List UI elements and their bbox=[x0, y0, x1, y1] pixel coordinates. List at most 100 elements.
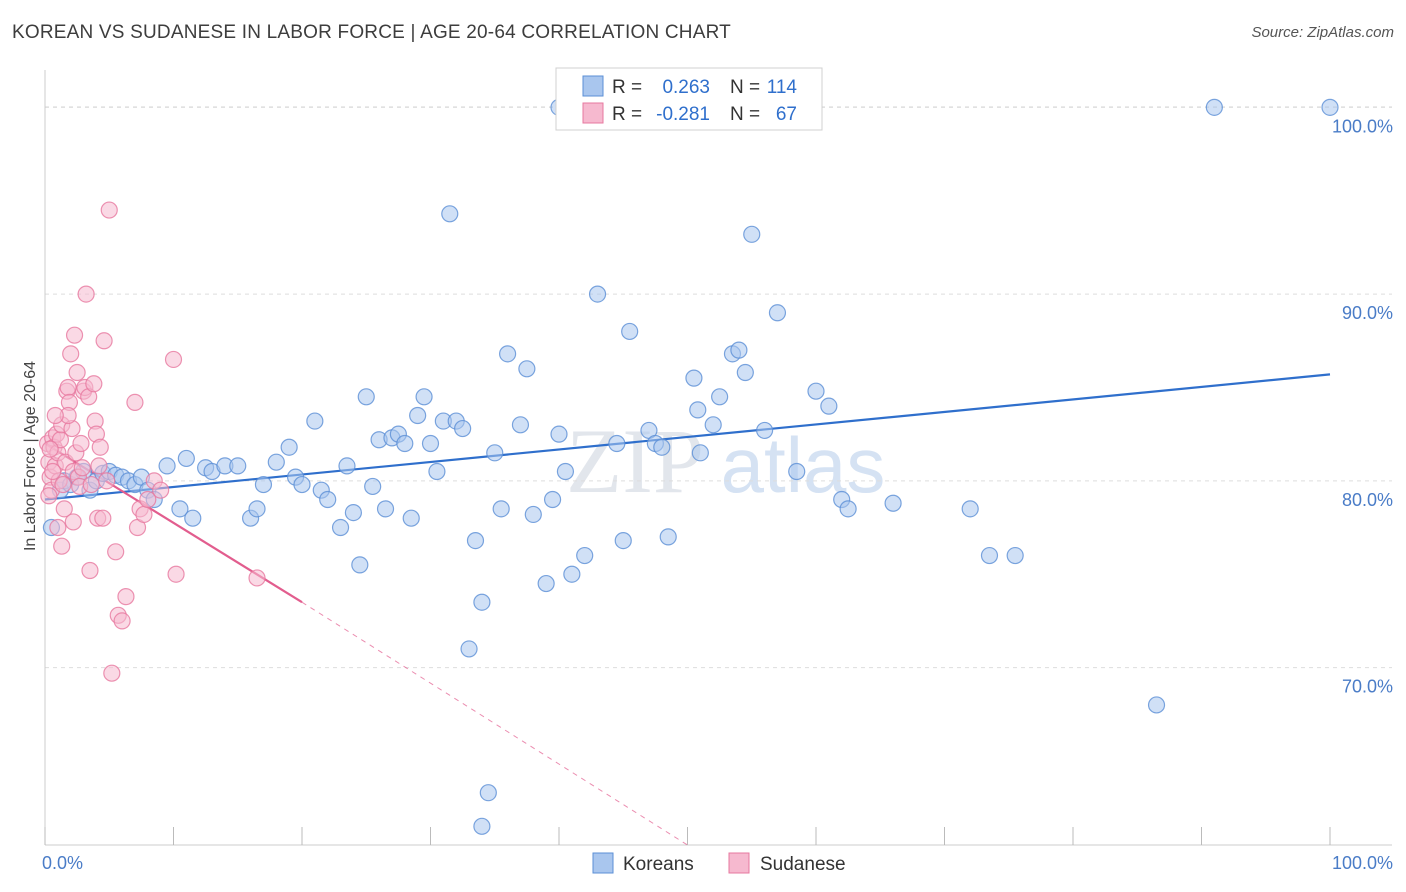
correlation-legend: R = 0.263 N = 114 R = -0.281 N = 67 bbox=[555, 67, 823, 131]
korean-point bbox=[499, 345, 517, 363]
korean-point bbox=[267, 453, 285, 471]
sudanese-point bbox=[139, 490, 157, 509]
korean-n-value: 114 bbox=[767, 77, 798, 98]
korean-point bbox=[608, 434, 626, 453]
korean-point bbox=[473, 593, 491, 611]
korean-point bbox=[402, 509, 420, 527]
sudanese-point bbox=[152, 481, 170, 499]
korean-point bbox=[511, 416, 530, 434]
korean-point bbox=[229, 457, 247, 475]
korean-point bbox=[524, 505, 542, 524]
korean-point bbox=[588, 285, 607, 303]
chart-title: KOREAN VS SUDANESE IN LABOR FORCE | AGE … bbox=[12, 22, 731, 43]
korean-point bbox=[492, 500, 510, 518]
sudanese-point bbox=[98, 472, 116, 490]
korean-swatch bbox=[582, 75, 604, 97]
legend-sudanese-label: Sudanese bbox=[760, 854, 846, 875]
korean-point bbox=[614, 532, 632, 550]
korean-point bbox=[691, 444, 709, 462]
x-tick-label: 0.0% bbox=[42, 853, 83, 873]
korean-point bbox=[685, 369, 703, 387]
y-axis-label: In Labor Force | Age 20-64 bbox=[22, 361, 39, 551]
korean-point bbox=[376, 500, 395, 518]
axis-layer: 70.0% 80.0% 90.0% 100.0% 0.0% 100.0% bbox=[42, 70, 1393, 873]
korean-n-label: N = bbox=[730, 77, 760, 98]
korean-point bbox=[659, 528, 677, 546]
sudanese-point bbox=[64, 513, 82, 531]
korean-point bbox=[807, 382, 825, 400]
korean-point bbox=[711, 388, 729, 406]
sudanese-point bbox=[41, 440, 59, 458]
sudanese-point bbox=[53, 537, 71, 555]
korean-point bbox=[755, 421, 774, 440]
sudanese-point bbox=[164, 350, 183, 369]
sudanese-point bbox=[73, 459, 91, 477]
sudanese-swatch bbox=[582, 102, 604, 124]
korean-point bbox=[537, 574, 555, 593]
sudanese-r-value: -0.281 bbox=[656, 104, 710, 125]
sudanese-point bbox=[117, 588, 135, 606]
korean-point bbox=[563, 565, 581, 583]
korean-point bbox=[1205, 98, 1223, 116]
korean-point bbox=[177, 449, 195, 468]
sudanese-point bbox=[82, 475, 100, 494]
korean-point bbox=[158, 457, 176, 475]
korean-point bbox=[1147, 696, 1166, 714]
korean-point bbox=[704, 416, 722, 434]
korean-point bbox=[980, 546, 999, 565]
watermark-atlas: atlas bbox=[721, 421, 886, 509]
korean-point bbox=[421, 434, 440, 453]
korean-point bbox=[736, 363, 754, 382]
sudanese-point bbox=[72, 434, 90, 453]
legend-korean-label: Koreans bbox=[623, 854, 694, 875]
korean-point bbox=[248, 500, 266, 518]
korean-point bbox=[621, 322, 639, 341]
korean-point bbox=[306, 412, 324, 430]
korean-point bbox=[171, 500, 189, 518]
sudanese-point bbox=[167, 565, 185, 583]
korean-point bbox=[415, 388, 433, 406]
korean-point bbox=[820, 397, 838, 415]
korean-point bbox=[428, 462, 446, 481]
korean-point bbox=[254, 475, 273, 494]
korean-point bbox=[689, 401, 707, 419]
korean-point bbox=[730, 341, 748, 359]
korean-point bbox=[486, 444, 504, 462]
source-attribution: Source: ZipAtlas.com bbox=[1251, 24, 1394, 41]
sudanese-point bbox=[94, 509, 112, 527]
korean-point bbox=[743, 225, 761, 243]
korean-point bbox=[351, 556, 369, 574]
korean-r-value: 0.263 bbox=[662, 77, 710, 98]
sudanese-point bbox=[100, 201, 118, 219]
sudanese-n-value: 67 bbox=[776, 104, 797, 125]
sudanese-point bbox=[59, 378, 77, 397]
sudanese-point bbox=[62, 345, 80, 363]
points-layer bbox=[38, 98, 1339, 835]
korean-point bbox=[466, 532, 485, 550]
korean-r-label: R = bbox=[612, 77, 642, 98]
sudanese-point bbox=[40, 487, 58, 505]
korean-point bbox=[653, 438, 671, 456]
sudanese-point bbox=[107, 543, 125, 561]
korean-point bbox=[364, 477, 382, 496]
sudanese-point bbox=[81, 561, 99, 580]
sudanese-point bbox=[44, 462, 62, 481]
sudanese-point bbox=[126, 393, 144, 412]
series-legend: Koreans Sudanese bbox=[592, 852, 846, 875]
korean-point bbox=[550, 425, 568, 443]
sudanese-point bbox=[113, 612, 131, 630]
sudanese-point bbox=[68, 363, 86, 382]
korean-point bbox=[768, 304, 787, 322]
y-tick-label: 100.0% bbox=[1332, 116, 1393, 136]
korean-point bbox=[293, 475, 311, 494]
korean-point bbox=[839, 500, 857, 518]
sudanese-point bbox=[91, 438, 109, 456]
korean-point bbox=[338, 457, 356, 475]
korean-point bbox=[184, 509, 202, 527]
korean-point bbox=[1321, 98, 1339, 116]
sudanese-point bbox=[103, 664, 121, 682]
sudanese-point bbox=[95, 332, 113, 350]
sudanese-point bbox=[54, 475, 72, 494]
korean-point bbox=[344, 503, 362, 522]
